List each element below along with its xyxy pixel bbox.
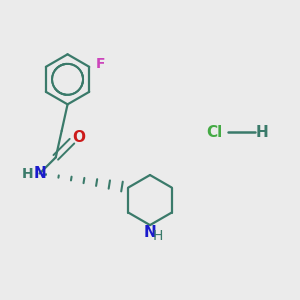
Text: Cl: Cl (207, 125, 223, 140)
Text: H: H (152, 229, 163, 243)
Text: H: H (21, 167, 33, 181)
Text: N: N (33, 166, 46, 181)
Text: F: F (96, 57, 105, 71)
Text: H: H (256, 125, 268, 140)
Text: N: N (144, 225, 156, 240)
Text: O: O (72, 130, 85, 145)
